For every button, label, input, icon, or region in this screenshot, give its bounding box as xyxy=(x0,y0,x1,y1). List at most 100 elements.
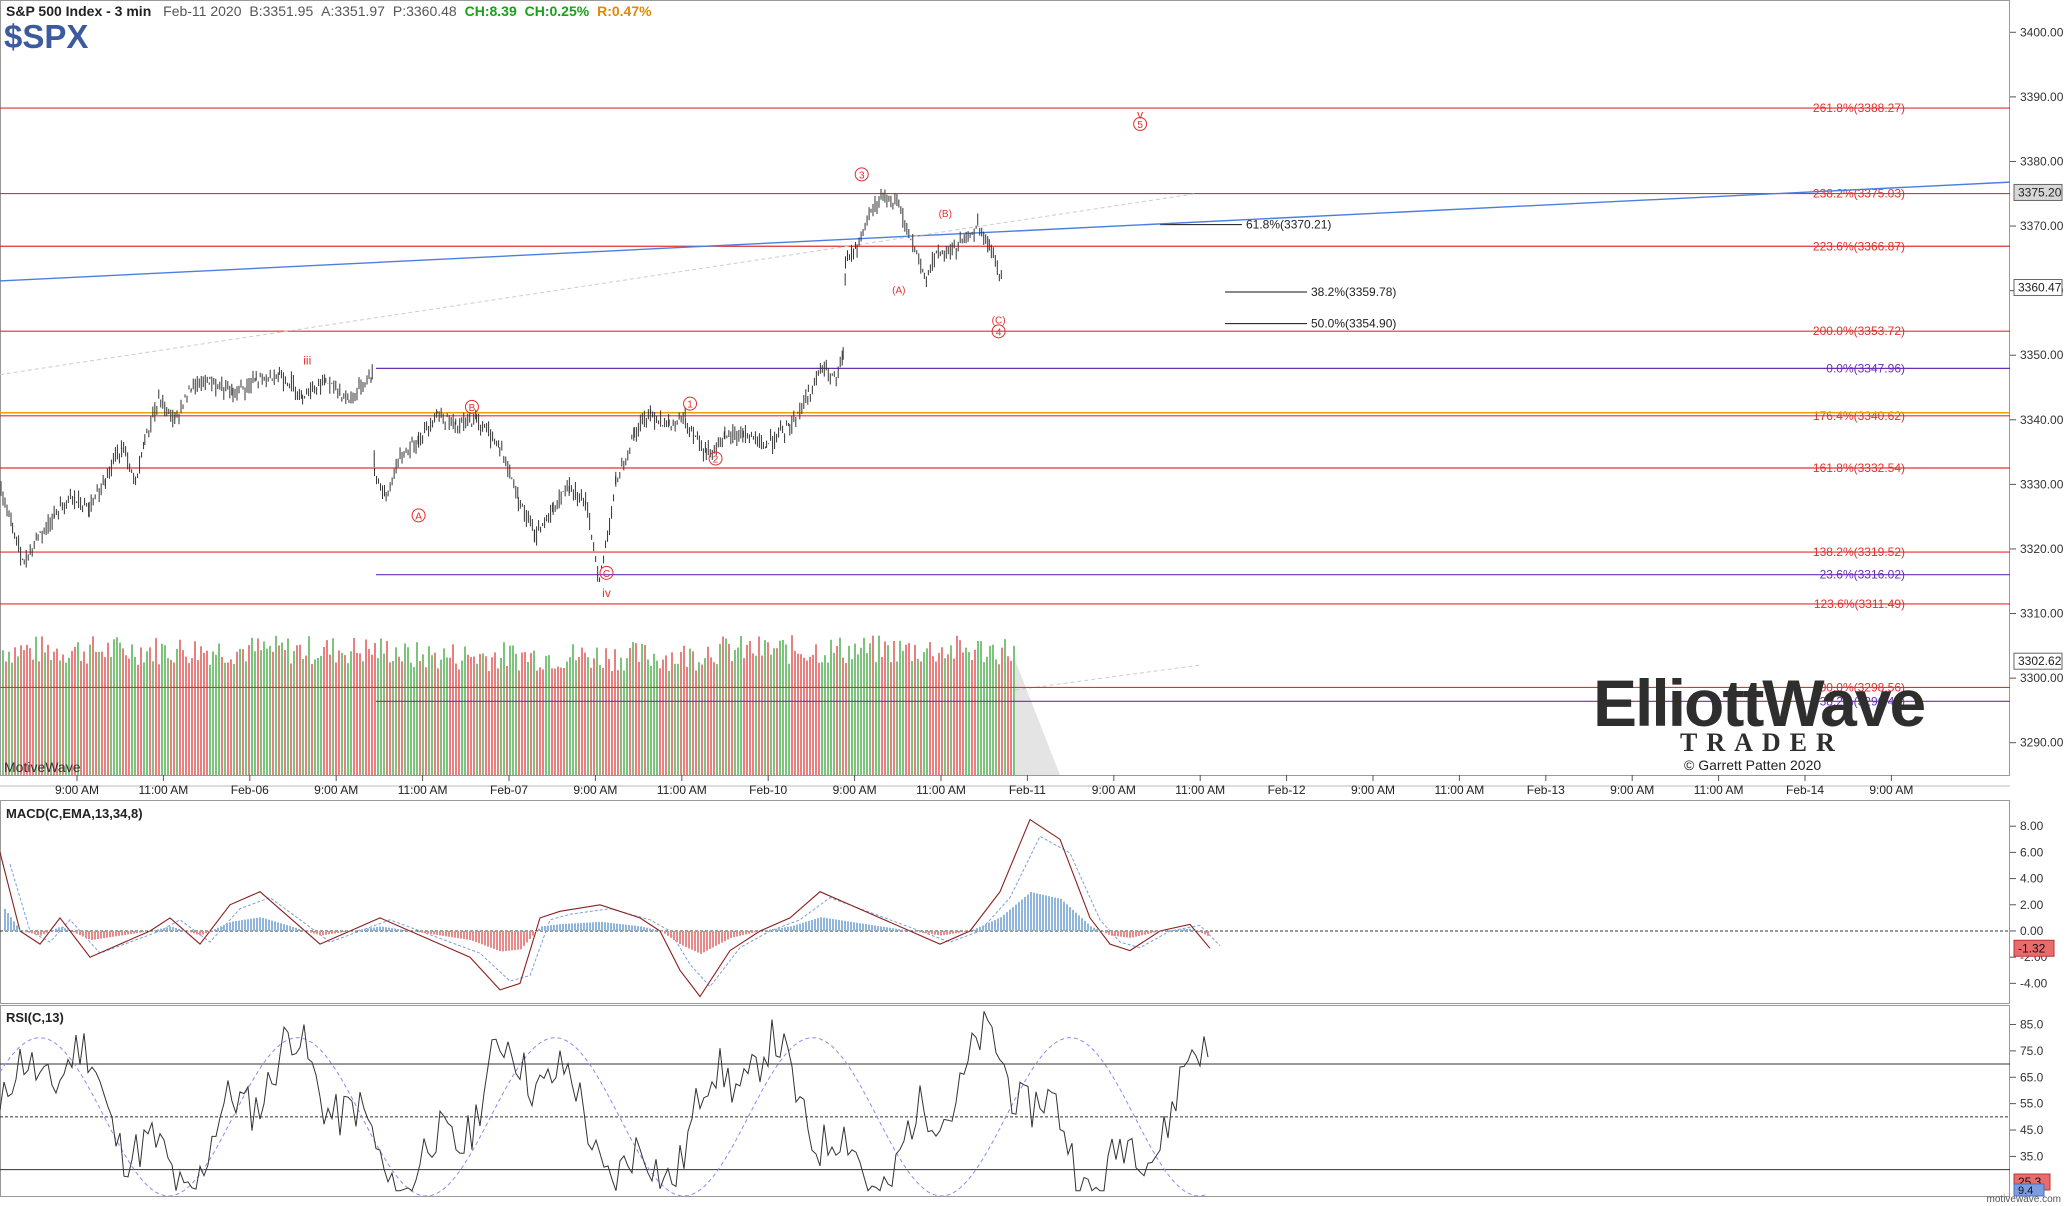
macd-hist-bar xyxy=(853,922,855,931)
volume-bar xyxy=(374,643,376,775)
macd-hist-bar xyxy=(733,930,735,938)
volume-bar xyxy=(344,655,346,775)
macd-hist-bar xyxy=(934,930,936,935)
macd-hist-bar xyxy=(94,930,96,940)
volume-bar xyxy=(605,648,607,775)
volume-bar xyxy=(476,663,478,775)
macd-hist-bar xyxy=(691,930,693,950)
volume-bar xyxy=(317,658,319,775)
macd-hist-bar xyxy=(1000,917,1002,931)
volume-bar xyxy=(401,661,403,775)
macd-hist-bar xyxy=(385,927,387,931)
volume-bar xyxy=(77,642,79,775)
volume-bar xyxy=(128,658,130,775)
volume-bar xyxy=(482,653,484,775)
macd-hist-bar xyxy=(466,930,468,940)
volume-bar xyxy=(134,656,136,775)
macd-hist-bar xyxy=(505,930,507,952)
macd-hist-bar xyxy=(628,925,630,931)
volume-bar xyxy=(452,644,454,775)
volume-bar xyxy=(188,663,190,775)
logo-subtitle: TRADER xyxy=(1680,728,1844,757)
macd-hist-bar xyxy=(448,930,450,937)
volume-bar xyxy=(875,662,877,775)
macd-hist-bar xyxy=(76,930,78,934)
volume-bar xyxy=(779,640,781,775)
macd-hist-bar xyxy=(133,930,135,934)
macd-hist-bar xyxy=(292,926,294,931)
macd-hist-bar xyxy=(964,930,966,932)
macd-hist-bar xyxy=(421,930,423,933)
macd-hist-bar xyxy=(25,930,27,933)
time-tick-label: 9:00 AM xyxy=(314,783,358,797)
volume-bar xyxy=(95,651,97,775)
volume-bar xyxy=(707,646,709,775)
volume-bar xyxy=(569,657,571,775)
volume-bar xyxy=(299,644,301,775)
volume-bar xyxy=(566,661,568,775)
macd-hist-bar xyxy=(1012,907,1014,931)
volume-bar xyxy=(287,638,289,775)
macd-hist-bar xyxy=(88,930,90,940)
volume-bar xyxy=(1001,647,1003,775)
wave-label: 4 xyxy=(996,327,1002,338)
rsi-tick-label: 35.0 xyxy=(2020,1149,2044,1163)
macd-hist-bar xyxy=(1204,930,1206,935)
macd-hist-bar xyxy=(1075,912,1077,931)
time-tick-label: 9:00 AM xyxy=(833,783,877,797)
macd-hist-bar xyxy=(1201,930,1203,934)
macd-hist-bar xyxy=(118,930,120,936)
macd-hist-bar xyxy=(574,923,576,931)
macd-hist-bar xyxy=(100,930,102,939)
volume-bar xyxy=(782,639,784,775)
macd-hist-bar xyxy=(472,930,474,941)
volume-bar xyxy=(92,636,94,775)
volume-bar xyxy=(500,658,502,775)
volume-bar xyxy=(653,653,655,775)
volume-bar xyxy=(221,656,223,775)
volume-bar xyxy=(167,658,169,775)
rsi-value-text-2: 9.4 xyxy=(2018,1185,2033,1197)
footer-link[interactable]: motivewave.com xyxy=(1986,1194,2061,1205)
fib-line-label: 123.6%(3311.49) xyxy=(1814,597,1905,611)
macd-hist-bar xyxy=(325,930,327,935)
volume-bar xyxy=(683,645,685,775)
macd-hist-bar xyxy=(376,926,378,931)
macd-hist-bar xyxy=(736,930,738,937)
macd-hist-bar xyxy=(676,930,678,942)
macd-hist-bar xyxy=(703,930,705,953)
macd-hist-bar xyxy=(445,930,447,937)
macd-hist-bar xyxy=(289,926,291,931)
volume-bar xyxy=(848,645,850,775)
volume-bar xyxy=(419,660,421,775)
macd-hist-bar xyxy=(922,930,924,933)
macd-hist-bar xyxy=(586,922,588,931)
macd-hist-bar xyxy=(259,917,261,931)
macd-hist-bar xyxy=(1063,901,1065,931)
macd-hist-bar xyxy=(877,925,879,931)
volume-bar xyxy=(398,656,400,775)
macd-hist-bar xyxy=(1177,929,1179,931)
macd-hist-bar xyxy=(358,929,360,931)
macd-hist-bar xyxy=(442,930,444,936)
macd-hist-bar xyxy=(1147,930,1149,934)
volume-bar xyxy=(395,647,397,775)
volume-bar xyxy=(710,657,712,775)
macd-hist-bar xyxy=(1051,896,1053,931)
volume-bar xyxy=(836,646,838,775)
volume-bar xyxy=(275,635,277,775)
macd-hist-bar xyxy=(52,930,54,931)
volume-bar xyxy=(272,651,274,775)
macd-hist-bar xyxy=(481,930,483,945)
price-tick-label: 3340.00 xyxy=(2020,413,2064,427)
volume-bar xyxy=(800,654,802,775)
macd-hist-bar xyxy=(31,930,33,934)
macd-hist-bar xyxy=(646,927,648,931)
volume-bar xyxy=(257,638,259,775)
macd-hist-bar xyxy=(682,930,684,946)
macd-hist-bar xyxy=(46,930,48,933)
macd-hist-bar xyxy=(1141,930,1143,936)
macd-hist-bar xyxy=(1150,930,1152,934)
macd-hist-bar xyxy=(175,927,177,931)
